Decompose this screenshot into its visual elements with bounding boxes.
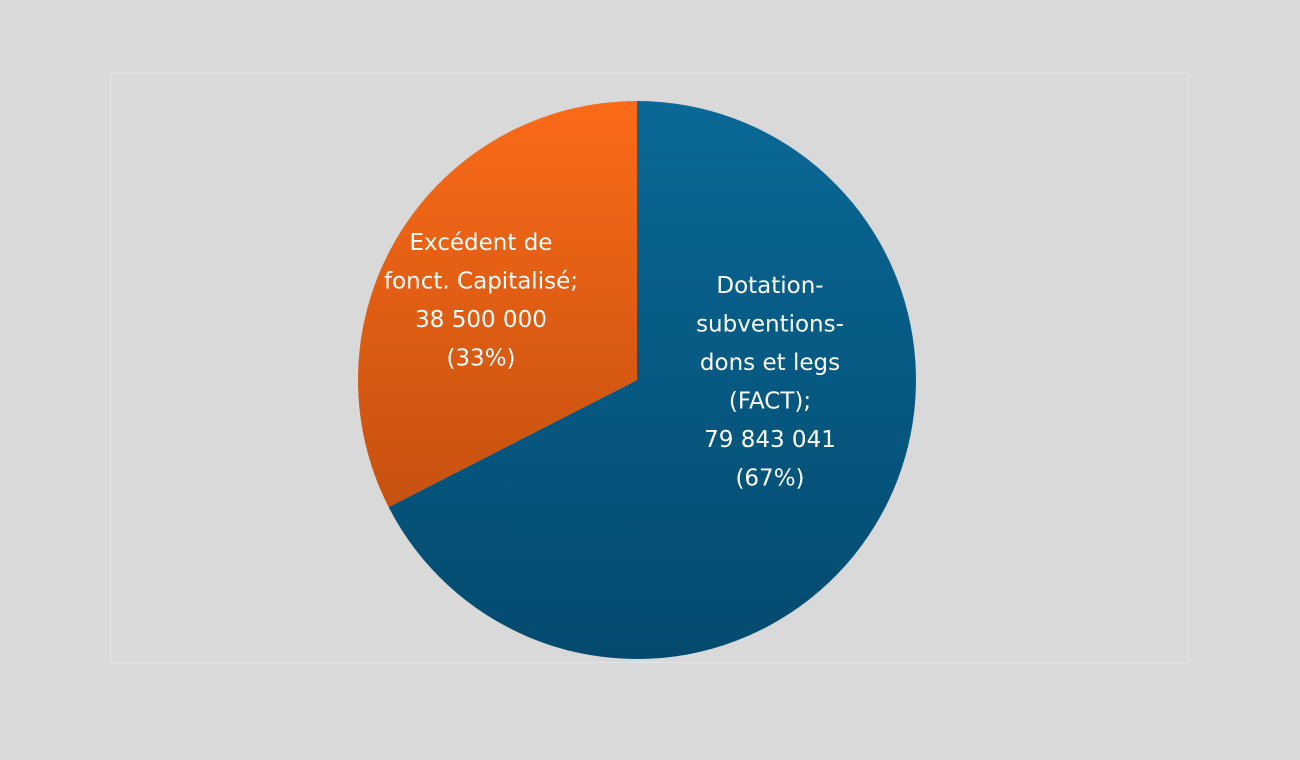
slice-label-line: (67%) (735, 466, 804, 492)
slice-label-1: Excédent de fonct. Capitalisé; 38 500 000 (… (384, 230, 578, 372)
chart-area (110, 73, 1188, 663)
pie-slice-0 (388, 101, 916, 659)
slice-label-line: subventions- (696, 312, 844, 338)
slice-label-line: (33%) (446, 346, 515, 372)
slice-label-line: Dotation- (716, 273, 823, 299)
slice-label-line: Excédent de (410, 230, 553, 256)
slice-label-line: 79 843 041 (704, 427, 836, 453)
slice-label-line: fonct. Capitalisé; (384, 269, 578, 295)
slice-label-0: Dotation-subventions-dons et legs (FACT);… (696, 273, 844, 492)
slice-label-line: dons et legs (700, 350, 840, 376)
pie-slice-1 (358, 101, 637, 508)
slice-label-line: 38 500 000 (415, 307, 547, 333)
slice-label-line: (FACT); (729, 389, 811, 415)
